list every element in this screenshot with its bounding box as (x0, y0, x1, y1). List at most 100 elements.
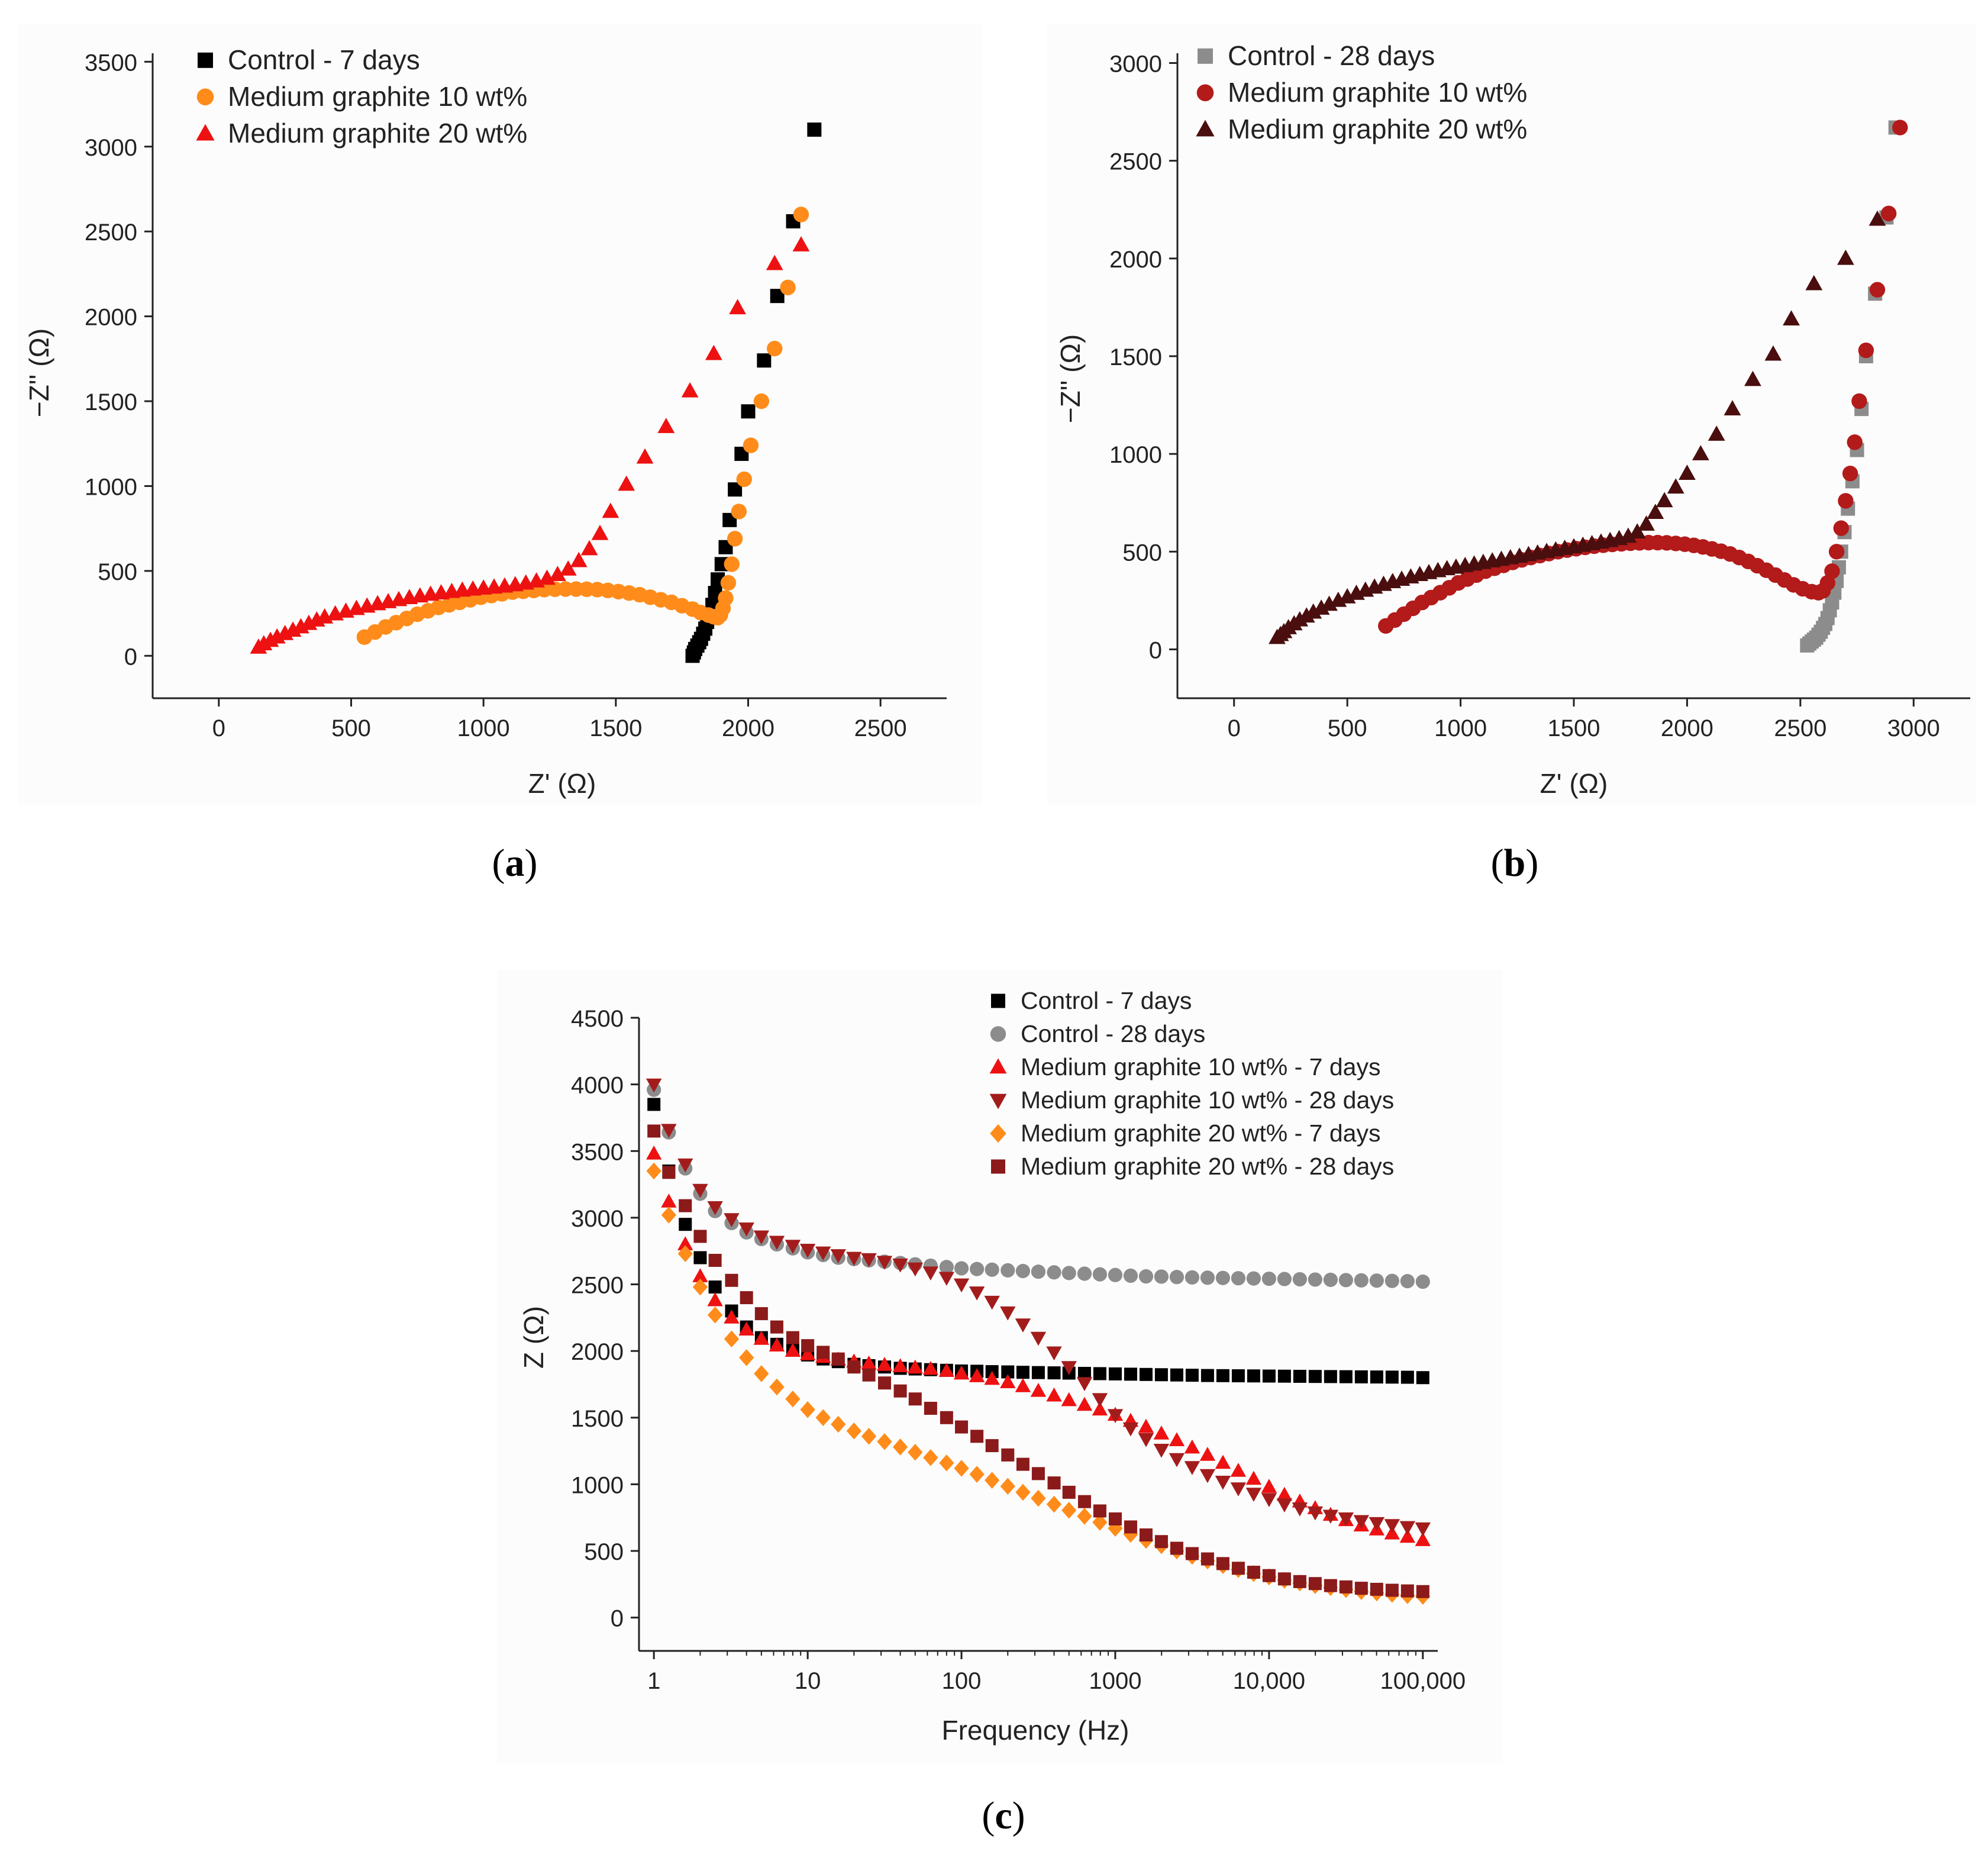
data-point (720, 575, 737, 591)
data-point (939, 1454, 954, 1472)
data-point (815, 1246, 831, 1261)
y-tick-label: 1500 (571, 1406, 624, 1432)
panel-c-points (646, 1078, 1431, 1605)
y-tick-label: 3000 (85, 135, 137, 161)
data-point (693, 1251, 707, 1265)
data-point (1184, 1461, 1200, 1475)
panel-a-caption: (a) (492, 841, 538, 885)
data-point (708, 1253, 722, 1267)
y-tick-label: 2000 (571, 1339, 624, 1365)
data-point (1231, 1369, 1245, 1383)
data-point (1108, 1267, 1123, 1282)
data-point (1061, 1502, 1077, 1519)
data-point (922, 1360, 939, 1375)
data-point (602, 502, 619, 518)
data-point (1708, 425, 1725, 441)
data-point (1858, 342, 1874, 359)
data-point (708, 1280, 722, 1294)
data-point (753, 1230, 770, 1245)
data-point (1185, 1270, 1200, 1285)
y-tick-label: 3500 (571, 1139, 624, 1165)
panel-c-ylabel: Z (Ω) (518, 1306, 549, 1369)
data-point (893, 1384, 907, 1398)
panel-b-background (1047, 24, 1976, 805)
legend-label: Medium graphite 10 wt% (1228, 77, 1527, 108)
data-point (1339, 1580, 1353, 1594)
data-point (1031, 1467, 1045, 1480)
x-tick-label: 0 (1228, 715, 1241, 741)
y-tick-label: 0 (124, 644, 137, 670)
x-tick-label: 1000 (457, 715, 510, 741)
panel-b: 0 500 1000 1500 2000 2500 3000 0 500 1000 1500 2000… (1047, 24, 1976, 885)
y-tick-label: 500 (98, 559, 137, 585)
y-tick-label: 500 (1122, 540, 1162, 566)
legend-label: Medium graphite 20 wt% (228, 118, 527, 149)
data-point (1139, 1528, 1153, 1542)
panel-c-legend: Control - 7 days Control - 28 days Medium … (989, 987, 1394, 1180)
data-point (1230, 1482, 1247, 1496)
y-tick-label: 2000 (1109, 247, 1162, 273)
legend-label: Medium graphite 20 wt% - 7 days (1021, 1120, 1380, 1147)
y-tick-label: 3000 (1109, 51, 1162, 78)
data-point (969, 1466, 985, 1483)
data-point (1805, 275, 1823, 291)
data-point (1415, 1274, 1430, 1289)
data-point (938, 1272, 955, 1286)
data-point (1216, 1369, 1229, 1382)
data-point (1298, 607, 1315, 623)
y-tick-label: 500 (584, 1539, 624, 1565)
data-point (753, 1331, 770, 1345)
data-point (1307, 1506, 1324, 1521)
panel-a-xlabel: Z' (Ω) (528, 768, 596, 799)
y-tick-label: 3500 (85, 50, 137, 76)
data-point (816, 1346, 830, 1359)
legend-label: Control - 28 days (1228, 40, 1435, 71)
legend-marker (991, 993, 1005, 1008)
legend-label: Control - 28 days (1021, 1020, 1205, 1047)
y-tick-label: 1000 (1109, 442, 1162, 468)
legend-marker (1196, 120, 1215, 137)
x-tick-label: 0 (212, 715, 225, 741)
data-point (1000, 1374, 1016, 1388)
data-point (692, 1278, 708, 1296)
data-point (724, 1330, 740, 1348)
data-point (1416, 1371, 1429, 1385)
data-point (757, 353, 772, 368)
data-point (1292, 1502, 1308, 1517)
data-point (1415, 1532, 1431, 1546)
data-point (1185, 1369, 1199, 1382)
data-point (1231, 1271, 1246, 1286)
data-point (1842, 465, 1858, 482)
data-point (1046, 1387, 1062, 1402)
data-point (1015, 1378, 1031, 1392)
panel-c-caption: (c) (982, 1794, 1025, 1837)
data-point (677, 1236, 693, 1250)
data-point (559, 560, 577, 576)
data-point (741, 404, 756, 419)
data-point (1638, 515, 1655, 531)
legend-marker (198, 52, 213, 68)
data-point (1016, 1366, 1030, 1379)
data-point (1076, 1396, 1093, 1411)
data-point (1783, 310, 1800, 326)
legend-label: Medium graphite 10 wt% - 28 days (1021, 1086, 1394, 1114)
data-point (753, 393, 770, 409)
data-point (754, 1307, 768, 1321)
data-point (907, 1262, 923, 1277)
data-point (1122, 1422, 1139, 1437)
data-point (1880, 205, 1897, 222)
data-point (1322, 1509, 1339, 1524)
data-point (923, 1449, 938, 1466)
x-tick-label: 1000 (1434, 715, 1487, 741)
data-point (1138, 1418, 1154, 1433)
data-point (1647, 504, 1664, 520)
panel-c-ticks: 0 500 1000 1500 2000 2500 3000 3500 4000 4500 1 10 1… (571, 1006, 1466, 1694)
data-point (1216, 1557, 1229, 1570)
data-point (740, 1291, 753, 1305)
data-point (1108, 1367, 1122, 1380)
data-point (985, 1262, 999, 1277)
x-tick-label: 1000 (1089, 1668, 1141, 1694)
data-point (1061, 1361, 1077, 1375)
data-point (1000, 1478, 1015, 1495)
data-point (736, 471, 752, 488)
